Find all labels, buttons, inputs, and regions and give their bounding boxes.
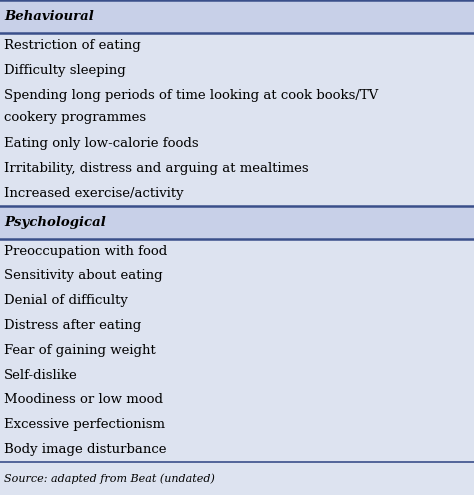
Text: Eating only low-calorie foods: Eating only low-calorie foods [4,137,199,150]
Bar [0,58,474,83]
Text: Difficulty sleeping: Difficulty sleeping [4,64,126,77]
Bar [0,388,474,412]
Text: Denial of difficulty: Denial of difficulty [4,294,128,307]
Bar [0,156,474,181]
Text: Preoccupation with food: Preoccupation with food [4,245,167,257]
Bar [0,288,474,313]
Text: Increased exercise/activity: Increased exercise/activity [4,187,183,199]
Text: Behavioural: Behavioural [4,10,94,23]
Text: Source: adapted from Beat (undated): Source: adapted from Beat (undated) [4,473,215,484]
Bar [0,181,474,205]
Bar [0,131,474,156]
Text: Body image disturbance: Body image disturbance [4,443,166,456]
Text: Distress after eating: Distress after eating [4,319,141,332]
Text: Irritability, distress and arguing at mealtimes: Irritability, distress and arguing at me… [4,162,309,175]
Text: cookery programmes: cookery programmes [4,111,146,124]
Bar [0,313,474,338]
Text: Psychological: Psychological [4,216,106,229]
Text: Self-dislike: Self-dislike [4,369,78,382]
Text: Excessive perfectionism: Excessive perfectionism [4,418,165,431]
Text: Spending long periods of time looking at cook books/TV: Spending long periods of time looking at… [4,89,378,102]
Bar [0,338,474,363]
Text: Sensitivity about eating: Sensitivity about eating [4,269,163,282]
Text: Restriction of eating: Restriction of eating [4,39,141,52]
Bar [0,83,474,131]
Bar [0,412,474,437]
Bar [0,462,474,495]
Bar [0,239,474,263]
Bar [0,205,474,239]
Text: Moodiness or low mood: Moodiness or low mood [4,394,163,406]
Bar [0,0,474,33]
Bar [0,263,474,288]
Bar [0,33,474,58]
Text: Fear of gaining weight: Fear of gaining weight [4,344,156,357]
Bar [0,437,474,462]
Bar [0,363,474,388]
